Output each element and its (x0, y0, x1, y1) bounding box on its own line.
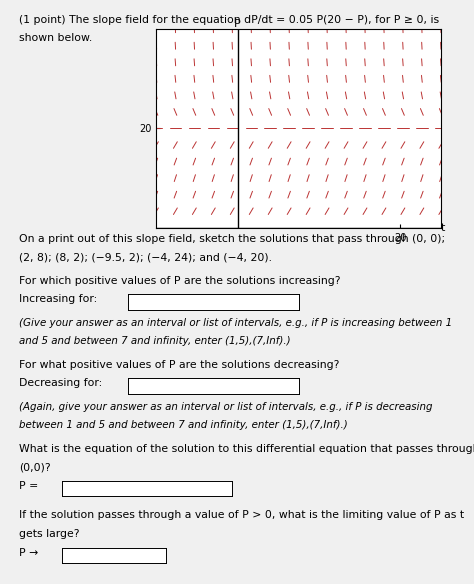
Text: P: P (234, 19, 241, 29)
Text: P =: P = (19, 481, 38, 491)
Text: (2, 8); (8, 2); (−9.5, 2); (−4, 24); and (−4, 20).: (2, 8); (8, 2); (−9.5, 2); (−4, 24); and… (19, 252, 272, 262)
Text: On a print out of this slope field, sketch the solutions that pass through (0, 0: On a print out of this slope field, sket… (19, 234, 445, 244)
Text: If the solution passes through a value of P > 0, what is the limiting value of P: If the solution passes through a value o… (19, 510, 464, 520)
Text: between 1 and 5 and between 7 and infinity, enter (1,5),(7,Inf).): between 1 and 5 and between 7 and infini… (19, 420, 348, 430)
Text: t: t (441, 223, 445, 233)
Text: gets large?: gets large? (19, 529, 80, 539)
Text: (1 point) The slope field for the equation dP/dt = 0.05 P(20 − P), for P ≥ 0, is: (1 point) The slope field for the equati… (19, 15, 439, 25)
Text: (Again, give your answer as an interval or list of intervals, e.g., if P is decr: (Again, give your answer as an interval … (19, 402, 432, 412)
Text: and 5 and between 7 and infinity, enter (1,5),(7,Inf).): and 5 and between 7 and infinity, enter … (19, 336, 291, 346)
Text: For what positive values of P are the solutions decreasing?: For what positive values of P are the so… (19, 360, 339, 370)
Text: Increasing for:: Increasing for: (19, 294, 97, 304)
Text: What is the equation of the solution to this differential equation that passes t: What is the equation of the solution to … (19, 444, 474, 454)
Text: P →: P → (19, 548, 38, 558)
Text: (Give your answer as an interval or list of intervals, e.g., if P is increasing : (Give your answer as an interval or list… (19, 318, 452, 328)
Text: Decreasing for:: Decreasing for: (19, 378, 102, 388)
Text: shown below.: shown below. (19, 33, 92, 43)
Text: (0,0)?: (0,0)? (19, 463, 51, 472)
Text: For which positive values of P are the solutions increasing?: For which positive values of P are the s… (19, 276, 340, 286)
